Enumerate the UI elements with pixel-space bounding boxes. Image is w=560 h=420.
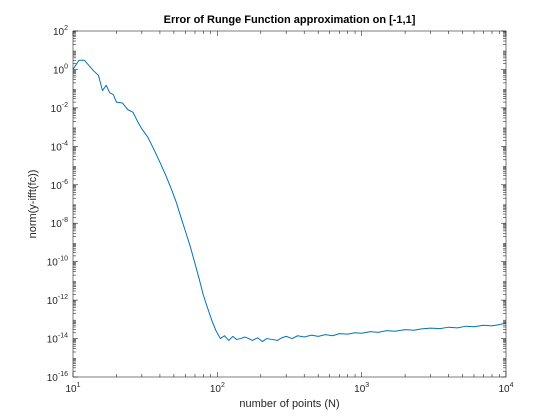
y-tick-label: 102 — [53, 25, 68, 38]
tick-label-layer: 101 102 103 104 102 100 10-2 10-4 10-6 10-8 10-10 1… — [47, 25, 514, 395]
tick-layer — [72, 30, 507, 378]
y-tick-label: 10-6 — [51, 179, 68, 192]
y-tick-label: 10-8 — [51, 217, 68, 230]
y-tick-label: 10-12 — [47, 294, 68, 307]
y-tick-label: 10-4 — [51, 140, 68, 153]
chart-title: Error of Runge Function approximation on… — [164, 14, 416, 26]
x-tick-label: 103 — [354, 382, 369, 395]
y-tick-label: 10-14 — [47, 333, 68, 346]
x-axis-label: number of points (N) — [239, 398, 339, 410]
plot-area — [73, 31, 506, 377]
y-tick-label: 10-2 — [51, 102, 68, 115]
x-tick-label: 101 — [65, 382, 80, 395]
plot-frame — [72, 30, 507, 378]
y-tick-label: 100 — [53, 63, 68, 76]
y-axis-label: norm(y-ifft(fc)) — [27, 170, 39, 239]
y-tick-label: 10-16 — [47, 371, 68, 384]
series-layer — [72, 59, 507, 343]
series-line — [72, 59, 507, 343]
x-tick-label: 104 — [498, 382, 513, 395]
x-tick-label: 102 — [210, 382, 225, 395]
y-tick-label: 10-10 — [47, 256, 68, 269]
